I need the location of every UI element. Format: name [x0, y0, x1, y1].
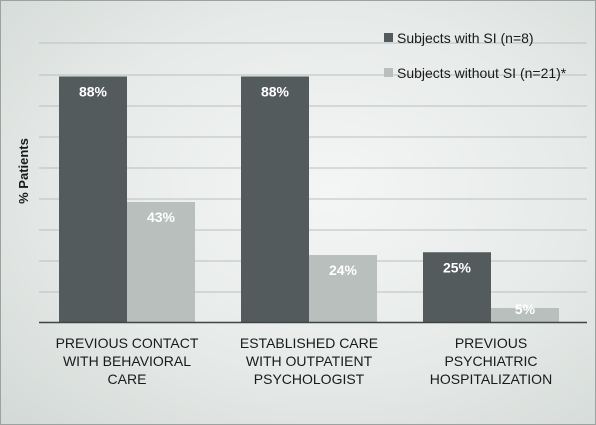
category-label-1-line-3: CARE — [108, 371, 147, 387]
category-label-2-line-3: PSYCHOLOGIST — [254, 371, 365, 387]
data-label-s1-2: 88% — [261, 83, 290, 99]
bar-s2-1 — [127, 202, 195, 322]
legend-swatch-1 — [384, 33, 393, 42]
data-label-s1-3: 25% — [443, 259, 472, 275]
bar-s1-3 — [423, 252, 491, 322]
legend-label-2: Subjects without SI (n=21)* — [397, 65, 567, 81]
data-label-s2-2: 24% — [329, 262, 358, 278]
category-label-3-line-2: PSYCHIATRIC — [444, 353, 537, 369]
bar-s2-3 — [491, 308, 559, 322]
bar-s1-2 — [241, 76, 309, 322]
legend-swatch-2 — [384, 68, 393, 77]
bar-s1-1 — [59, 76, 127, 322]
category-label-1-line-2: WITH BEHAVIORAL — [63, 353, 191, 369]
data-label-s2-3: 5% — [515, 301, 536, 317]
category-label-3-line-3: HOSPITALIZATION — [430, 371, 552, 387]
category-label-2-line-2: WITH OUTPATIENT — [246, 353, 373, 369]
legend-label-1: Subjects with SI (n=8) — [397, 30, 534, 46]
category-label-2-line-1: ESTABLISHED CARE — [240, 335, 378, 351]
category-label-1-line-1: PREVIOUS CONTACT — [56, 335, 199, 351]
data-label-s2-1: 43% — [147, 209, 176, 225]
data-label-s1-1: 88% — [79, 83, 108, 99]
category-label-3-line-1: PREVIOUS — [455, 335, 527, 351]
bar-s2-2 — [309, 255, 377, 322]
y-axis-title: % Patients — [16, 138, 31, 204]
